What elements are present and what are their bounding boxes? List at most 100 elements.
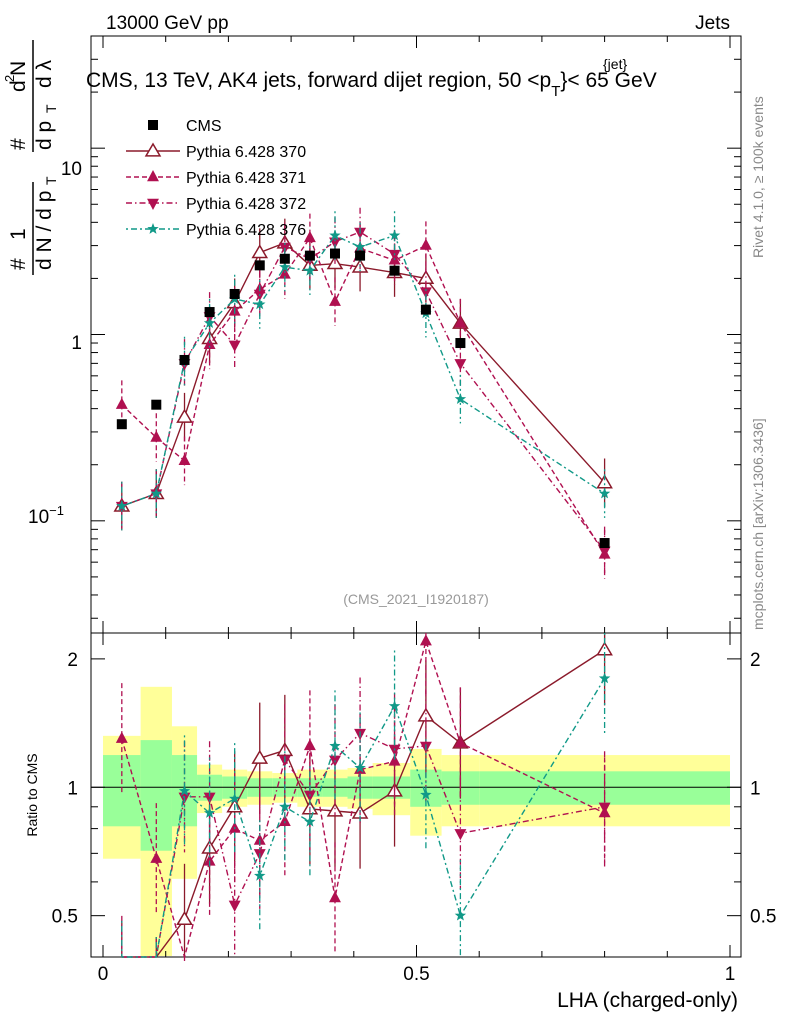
cms-data-point [329,248,340,259]
series-line-ratio-0 [121,649,605,958]
series-ratio-point-1 [150,851,163,863]
cms-data-point [420,304,431,315]
series-1 [115,213,611,961]
series-ratio-point-1 [203,854,216,866]
series-point-0 [251,244,269,259]
cms-data-point [179,354,190,365]
series-point-3 [304,264,316,276]
series-point-2 [388,249,401,262]
series-point-3 [388,229,401,241]
series-ratio-point-3 [454,909,467,921]
series-line-top-0 [121,242,606,507]
chart-title-sup: {jet} [603,56,627,72]
chart-title: CMS, 13 TeV, AK4 jets, forward dijet reg… [86,69,657,100]
series-ratio-point-2 [454,829,467,841]
ratio-tick-label-right-1: 1 [750,778,761,799]
cms-data-point [279,253,290,264]
ylabel-denominator-2: d p [33,121,56,150]
ratio-inner-band-1 [140,740,172,851]
series-ratio-point-3 [178,785,191,796]
ylabel-dlambda: d λ [33,59,56,88]
series-ratio-point-3 [203,807,216,818]
series-point-1 [278,267,291,279]
x-axis-label: LHA (charged-only) [557,989,738,1012]
series-line-top-3 [121,234,605,507]
series-ratio-point-1 [454,736,467,748]
ratio-tick-label-right-2: 2 [750,650,761,671]
legend-marker-1 [147,170,159,182]
cms-data-point [599,538,610,549]
series-ratio-point-1 [329,891,341,903]
series-point-2 [598,546,611,558]
series-line-top-1 [121,236,606,555]
cms-data-point [229,288,240,299]
y-tick-label-0.1: 10−1 [28,503,64,528]
legend-label-cms: CMS [186,118,222,135]
series-ratio-point-3 [304,815,316,827]
series-point-1 [329,294,341,306]
ylabel-denominator-2-sub: T [43,104,59,113]
series-point-2 [228,340,241,352]
legend-marker-3 [147,223,159,234]
series-point-3 [329,229,341,241]
series-ratio-point-3 [388,700,401,711]
ylabel-denominator-1: d N / d p [33,191,56,270]
ylabel-hash-2: # [7,138,30,150]
cms-data-point [455,338,466,349]
series-ratio-point-3 [329,739,341,751]
series-point-1 [150,430,163,442]
series-point-3 [454,393,467,404]
reference-layer [116,248,610,549]
ratio-uncertainty-bands [103,686,730,956]
series-ratio-point-3 [229,792,241,804]
y-tick-label-1: 1 [71,333,82,354]
chart-title-sub: T [551,83,560,100]
axis-ticks [91,35,741,957]
series-ratio-point-3 [354,761,366,773]
cms-data-point [304,250,315,261]
legend-marker-2 [147,198,159,210]
series-point-3 [254,298,266,310]
x-tick-label-1: 1 [725,964,736,985]
ratio-tick-label-0.5: 0.5 [52,907,78,928]
series-point-3 [150,487,162,499]
cms-data-point [116,419,127,430]
series-point-2 [454,359,467,371]
ratio-tick-label-right-0.5: 0.5 [750,907,776,928]
ratio-tick-label-1: 1 [67,778,78,799]
legend-label-0: Pythia 6.428 370 [186,144,306,161]
series-ratio-point-3 [279,800,291,812]
series-ratio-point-2 [203,792,216,804]
x-tick-label-0: 0 [98,964,109,985]
ylabel-numerator-2-n: N [7,61,30,76]
series-point-3 [279,261,291,272]
series-ratio-point-0 [251,749,269,764]
chart-title-main: CMS, 13 TeV, AK4 jets, forward dijet reg… [86,69,551,92]
ratio-y-tick-labels: 2 1 0.5 2 1 0.5 [52,650,777,928]
series-ratio-point-0 [176,910,193,926]
x-tick-label-0.5: 0.5 [403,964,429,985]
ylabel-numerator-2-sup: 2 [2,75,17,82]
series-ratio-point-3 [420,788,432,800]
series-ratio-point-1 [115,731,128,743]
header-right: Jets [695,13,730,34]
series-point-3 [598,487,611,499]
analysis-watermark: (CMS_2021_I1920187) [343,591,489,607]
cms-data-point [254,260,265,271]
series-point-1 [178,453,191,465]
series-line-ratio-1 [121,638,605,960]
series-point-2 [419,287,432,299]
legend-marker-cms [148,120,158,130]
legend-label-1: Pythia 6.428 371 [186,170,306,187]
top-y-axis-label: # 1 d N / d p T # d 2 N d p T d λ [2,40,59,275]
ylabel-denominator-1-sub: T [43,176,59,185]
series-ratio-point-1 [278,814,291,826]
series-line-ratio-2 [121,732,605,958]
series-point-3 [116,500,128,511]
series-point-1 [419,238,432,250]
y-tick-label-10: 10 [61,159,82,180]
header-left: 13000 GeV pp [106,13,229,34]
ylabel-numerator-2: d [7,80,30,92]
series-ratio-point-3 [254,869,266,881]
side-label-mcplots: mcplots.cern.ch [arXiv:1306.3436] [750,418,766,630]
